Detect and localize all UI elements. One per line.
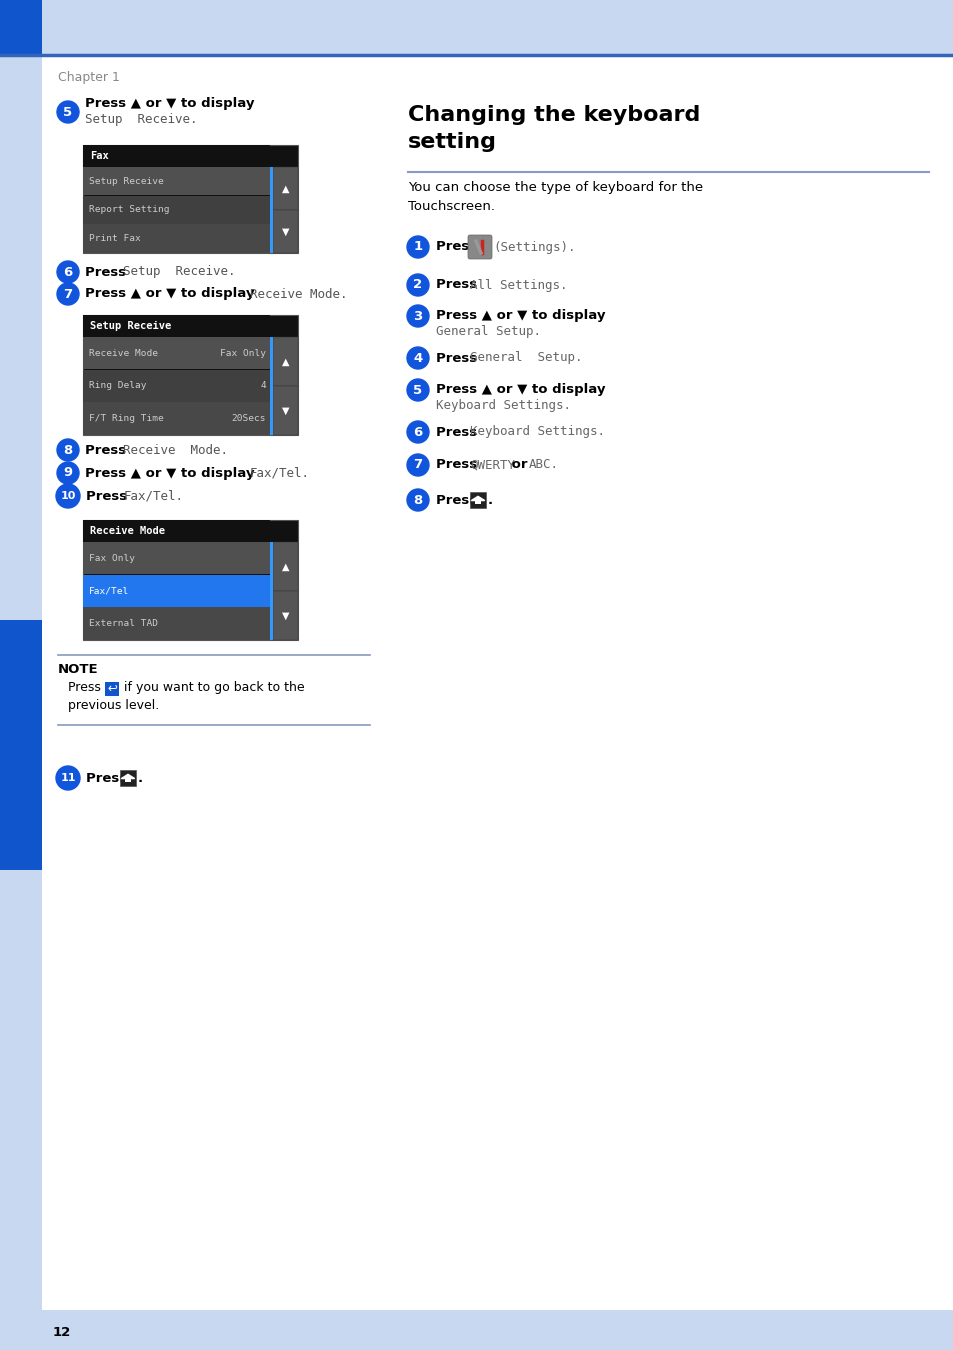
Text: ↩: ↩: [107, 683, 117, 695]
FancyBboxPatch shape: [83, 520, 270, 541]
Text: Press: Press: [86, 490, 132, 502]
Text: Fax Only: Fax Only: [220, 348, 266, 358]
FancyBboxPatch shape: [83, 520, 297, 640]
Text: 12: 12: [52, 1326, 71, 1338]
FancyBboxPatch shape: [273, 338, 297, 386]
FancyBboxPatch shape: [83, 144, 297, 252]
Text: Setup Receive: Setup Receive: [90, 321, 172, 331]
FancyBboxPatch shape: [270, 541, 273, 640]
FancyBboxPatch shape: [83, 370, 270, 402]
FancyBboxPatch shape: [273, 211, 297, 252]
FancyBboxPatch shape: [83, 338, 270, 369]
Text: (Settings).: (Settings).: [493, 240, 575, 254]
Text: 20Secs: 20Secs: [232, 414, 266, 423]
Text: 4: 4: [413, 351, 422, 364]
Text: ▲: ▲: [281, 562, 289, 571]
Text: Print Fax: Print Fax: [89, 234, 141, 243]
Text: ▲: ▲: [281, 184, 289, 193]
Text: Fax/Tel: Fax/Tel: [89, 586, 129, 595]
Circle shape: [407, 421, 429, 443]
Text: 6: 6: [413, 425, 422, 439]
FancyBboxPatch shape: [470, 491, 485, 508]
Text: 8: 8: [413, 494, 422, 506]
Text: Press ▲ or ▼ to display: Press ▲ or ▼ to display: [436, 383, 605, 397]
FancyBboxPatch shape: [0, 0, 953, 55]
FancyBboxPatch shape: [270, 541, 297, 640]
Text: Press: Press: [85, 266, 131, 278]
Text: Touchscreen.: Touchscreen.: [408, 201, 495, 213]
Circle shape: [407, 489, 429, 512]
Circle shape: [57, 284, 79, 305]
Circle shape: [407, 454, 429, 477]
Text: Press: Press: [436, 494, 481, 506]
FancyBboxPatch shape: [83, 541, 270, 574]
Circle shape: [56, 765, 80, 790]
FancyBboxPatch shape: [83, 144, 270, 167]
Text: 3: 3: [413, 309, 422, 323]
Circle shape: [407, 274, 429, 296]
FancyBboxPatch shape: [270, 167, 273, 252]
Text: Press: Press: [436, 240, 481, 254]
Text: General  Setup.: General Setup.: [470, 351, 582, 364]
Text: Press: Press: [436, 459, 481, 471]
Circle shape: [407, 379, 429, 401]
Circle shape: [57, 462, 79, 485]
Text: ▲: ▲: [281, 356, 289, 366]
Text: Press ▲ or ▼ to display: Press ▲ or ▼ to display: [436, 309, 605, 323]
FancyBboxPatch shape: [120, 769, 136, 786]
Text: Press ▲ or ▼ to display: Press ▲ or ▼ to display: [85, 288, 259, 301]
Text: General Setup.: General Setup.: [436, 325, 540, 339]
Text: Changing the keyboard: Changing the keyboard: [408, 105, 700, 126]
Text: 4: 4: [260, 382, 266, 390]
FancyBboxPatch shape: [0, 0, 42, 55]
Text: Press: Press: [436, 425, 481, 439]
Text: 10: 10: [60, 491, 75, 501]
Circle shape: [56, 485, 80, 508]
Text: Setup  Receive.: Setup Receive.: [123, 266, 235, 278]
Text: External TAD: External TAD: [89, 620, 158, 628]
Text: All Settings.: All Settings.: [470, 278, 567, 292]
Text: Setup Receive: Setup Receive: [89, 177, 164, 186]
Text: QWERTY: QWERTY: [470, 459, 515, 471]
Text: Receive Mode.: Receive Mode.: [250, 288, 347, 301]
Text: setting: setting: [408, 132, 497, 153]
Text: 6: 6: [63, 266, 72, 278]
Text: 5: 5: [413, 383, 422, 397]
Circle shape: [407, 236, 429, 258]
FancyBboxPatch shape: [83, 315, 270, 338]
Text: Ring Delay: Ring Delay: [89, 382, 147, 390]
Text: You can choose the type of keyboard for the: You can choose the type of keyboard for …: [408, 181, 702, 194]
Text: 2: 2: [413, 278, 422, 292]
Polygon shape: [121, 775, 134, 779]
Text: Receive Mode: Receive Mode: [90, 526, 165, 536]
Text: 7: 7: [413, 459, 422, 471]
Text: Fax/Tel.: Fax/Tel.: [250, 467, 310, 479]
FancyBboxPatch shape: [83, 575, 270, 608]
Text: Setup  Receive.: Setup Receive.: [85, 113, 197, 127]
Text: previous level.: previous level.: [68, 699, 159, 711]
Text: Report Setting: Report Setting: [89, 205, 170, 215]
FancyBboxPatch shape: [83, 196, 270, 224]
Text: F/T Ring Time: F/T Ring Time: [89, 414, 164, 423]
FancyBboxPatch shape: [83, 224, 270, 252]
Text: Press: Press: [85, 444, 131, 456]
FancyBboxPatch shape: [270, 338, 273, 435]
FancyBboxPatch shape: [273, 541, 297, 591]
Text: 5: 5: [63, 105, 72, 119]
Text: Receive  Mode.: Receive Mode.: [123, 444, 228, 456]
Text: Press: Press: [68, 680, 105, 694]
FancyBboxPatch shape: [0, 55, 42, 1350]
FancyBboxPatch shape: [270, 167, 297, 252]
Circle shape: [407, 305, 429, 327]
FancyBboxPatch shape: [273, 591, 297, 640]
Text: ▼: ▼: [281, 405, 289, 416]
Text: if you want to go back to the: if you want to go back to the: [124, 680, 304, 694]
FancyBboxPatch shape: [468, 235, 492, 259]
Text: Press: Press: [436, 278, 481, 292]
FancyBboxPatch shape: [0, 1310, 953, 1350]
Text: 8: 8: [63, 444, 72, 456]
Text: 1: 1: [413, 240, 422, 254]
Text: 11: 11: [60, 774, 75, 783]
Text: or: or: [507, 459, 532, 471]
